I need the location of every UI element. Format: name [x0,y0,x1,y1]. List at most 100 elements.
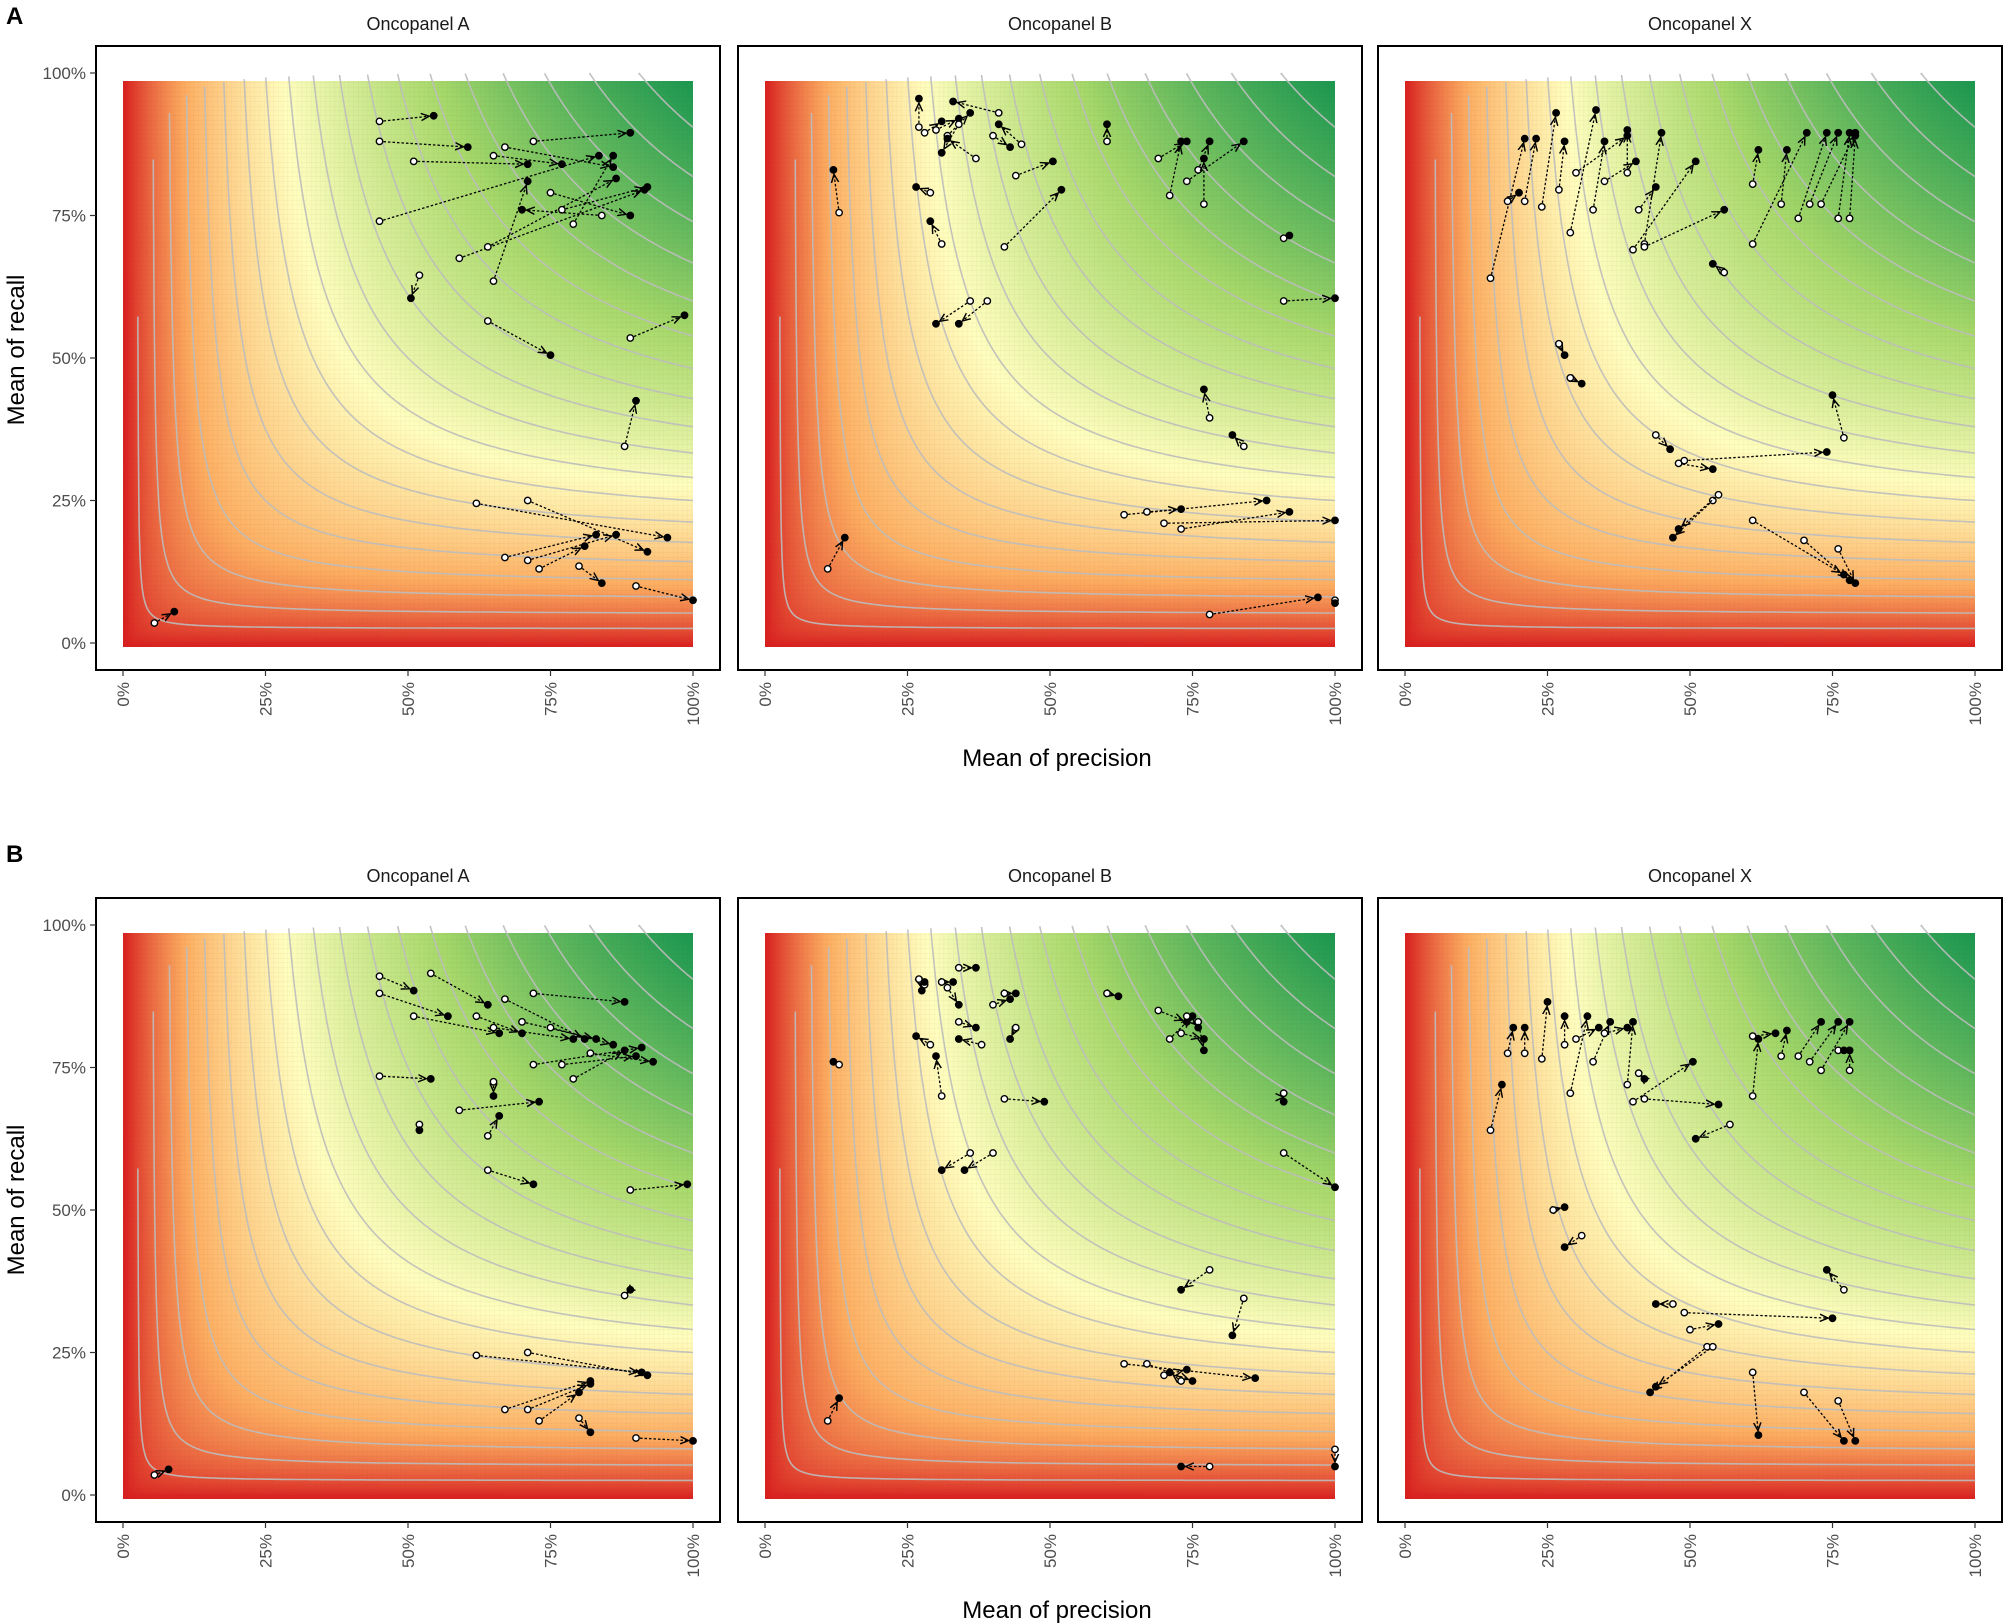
adjusted-point [1632,157,1640,166]
baseline-point [1554,185,1563,194]
baseline-point [489,151,498,160]
baseline-point [529,137,538,146]
transition-arrow [1654,1348,1705,1389]
adjusted-point [1200,1046,1208,1055]
baseline-point [1154,154,1163,163]
adjusted-point [1657,128,1666,137]
baseline-point [943,983,952,992]
iso-f1-contour [312,75,694,454]
adjusted-point [1623,126,1632,134]
transition-arrow [1184,513,1285,530]
heatmap-grid [765,81,1335,647]
baseline-point [575,562,583,570]
baseline-point [823,564,832,573]
baseline-point [932,126,940,134]
baseline-point [523,496,532,505]
panel-label: B [6,841,23,868]
baseline-point [1572,168,1580,177]
adjusted-point [1817,1018,1826,1026]
iso-f1-contour [1467,95,1976,581]
baseline-point [1668,1300,1677,1308]
transition-arrow [554,1028,609,1044]
transition-arrow [479,1016,518,1032]
adjusted-point [1279,1097,1288,1106]
x-tick-label: 50% [399,682,418,716]
adjusted-point [1828,1314,1837,1323]
y-tick-label: 0% [61,634,86,653]
baseline-point [966,1149,975,1157]
adjusted-point [829,1057,838,1066]
iso-f1-contour [1594,75,1976,454]
iso-f1-contour [1505,934,1976,1396]
transition-arrow [949,116,967,134]
transition-arrow [1008,1099,1039,1101]
iso-f1-contour [429,925,694,1189]
transition-arrow [1635,1064,1689,1101]
baseline-point [1199,200,1208,209]
baseline-point [500,1405,509,1414]
baseline-point [1834,214,1843,223]
baseline-point [1800,1388,1808,1397]
baseline-point [1205,1462,1214,1471]
plot-area [765,72,1339,647]
baseline-point [1805,1057,1814,1066]
adjusted-point [954,319,963,328]
adjusted-point [1520,1023,1529,1032]
baseline-point [1142,507,1151,516]
x-tick-label: 100% [684,682,703,725]
transition-arrow [1524,143,1535,198]
transition-arrow [639,586,689,599]
baseline-point [1817,200,1825,209]
iso-f1-contour [152,159,693,614]
transition-arrow [497,155,558,164]
transition-arrow [531,1352,643,1374]
baseline-point [1279,297,1288,305]
iso-f1-contour [1038,73,1336,370]
iso-f1-contour [1071,73,1336,337]
baseline-point [1845,1066,1854,1075]
adjusted-point [1006,995,1015,1003]
iso-f1-contour [1525,931,1976,1375]
baseline-point [1686,1325,1694,1334]
iso-f1-contour [1547,77,1976,502]
baseline-point [926,188,935,197]
iso-f1-contour [980,927,1336,1280]
baseline-point [472,1351,481,1360]
adjusted-point [1583,1012,1592,1021]
adjusted-point [943,134,952,143]
baseline-point [375,1072,384,1081]
iso-f1-contour [779,1168,1335,1482]
transition-arrow [950,990,957,1001]
adjusted-point [1509,1023,1518,1032]
iso-f1-contour [1280,72,1336,128]
transition-arrow [1644,137,1661,241]
transition-arrow [1811,1026,1836,1059]
transition-arrow [940,302,968,321]
baseline-point [500,995,509,1004]
adjusted-point [1205,137,1214,146]
transition-arrow [1822,1026,1847,1068]
baseline-point [409,1012,418,1021]
transition-arrow [554,193,626,215]
transition-arrow [1849,140,1855,215]
transition-arrow [1822,137,1854,201]
transition-arrow [490,322,546,353]
baseline-point [1017,140,1026,149]
adjusted-point [415,1126,424,1135]
adjusted-point [580,542,589,551]
adjusted-point [1331,1462,1339,1471]
adjusted-point [523,177,532,186]
adjusted-point [1802,128,1811,137]
transition-arrow [633,317,680,338]
x-tick-label: 0% [756,682,775,707]
baseline-point [546,188,555,197]
transition-arrow [1839,552,1853,580]
baseline-point [569,220,578,229]
iso-f1-contour [1570,928,1976,1331]
baseline-point [1560,1040,1569,1049]
baseline-point [1566,373,1575,382]
baseline-point [1845,214,1854,223]
transition-arrow [433,974,484,1002]
baseline-point [455,254,464,263]
baseline-point [1331,1445,1339,1454]
